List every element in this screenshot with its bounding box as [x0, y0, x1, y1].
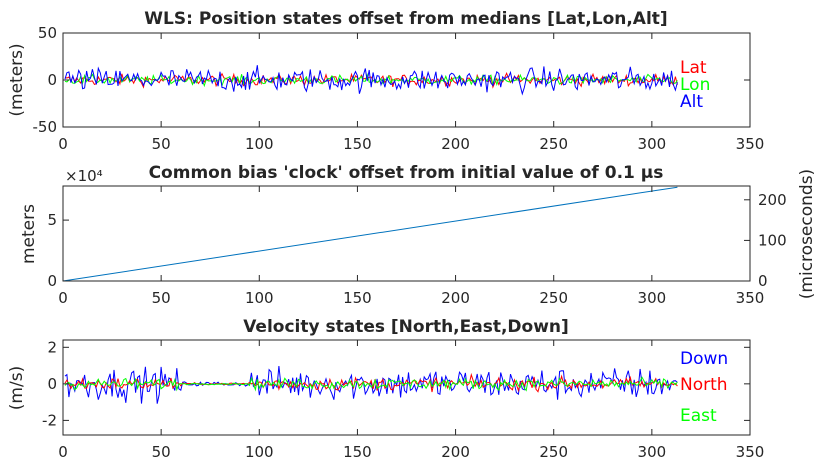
x-tick-label: 250	[539, 443, 568, 461]
position-title: WLS: Position states offset from medians…	[144, 9, 667, 29]
series-line-north	[64, 372, 678, 393]
x-tick-label: 350	[736, 135, 765, 153]
y-tick-label: -2	[42, 411, 57, 429]
series-line-east	[64, 376, 678, 392]
x-tick-label: 350	[736, 443, 765, 461]
clock-title: Common bias 'clock' offset from initial …	[149, 163, 664, 183]
y-tick-label: 5	[47, 211, 57, 229]
x-tick-label: 200	[441, 443, 470, 461]
x-tick-label: 300	[638, 443, 667, 461]
clock-ylabel-right: (microseconds)	[797, 169, 817, 299]
clock-panel: Common bias 'clock' offset from initial …	[19, 163, 817, 307]
velocity-axes-box	[62, 339, 751, 436]
x-tick-label: 0	[58, 443, 68, 461]
x-tick-label: 150	[343, 135, 372, 153]
x-tick-label: 50	[152, 289, 171, 307]
series-line-clock	[62, 186, 678, 282]
y-tick-label: 0	[47, 375, 57, 393]
x-tick-label: 300	[638, 135, 667, 153]
y-tick-label: -50	[33, 118, 58, 136]
x-tick-label: 50	[152, 135, 171, 153]
clock-ylabel: meters	[19, 204, 39, 264]
clock-y-exponent: ×10⁴	[65, 167, 103, 185]
position-ylabel: (meters)	[7, 43, 27, 116]
legend-north: North	[680, 375, 728, 395]
x-tick-label: 200	[441, 135, 470, 153]
velocity-series	[64, 366, 678, 404]
right-y-tick-label: 200	[758, 191, 787, 209]
y-tick-label: 0	[47, 71, 57, 89]
x-tick-label: 250	[539, 289, 568, 307]
x-tick-label: 0	[58, 135, 68, 153]
legend-lon: Lon	[680, 75, 710, 95]
position-panel: WLS: Position states offset from medians…	[7, 9, 764, 153]
x-tick-label: 100	[245, 443, 274, 461]
x-tick-label: 100	[245, 289, 274, 307]
position-series	[64, 65, 678, 96]
clock-axes-box	[62, 185, 751, 282]
right-y-tick-label: 100	[758, 231, 787, 249]
x-tick-label: 250	[539, 135, 568, 153]
x-tick-label: 100	[245, 135, 274, 153]
y-tick-label: 50	[38, 24, 57, 42]
velocity-ylabel: (m/s)	[7, 366, 27, 410]
legend-alt: Alt	[680, 92, 703, 112]
right-y-tick-label: 0	[758, 272, 768, 290]
legend-down: Down	[680, 349, 728, 369]
x-tick-label: 300	[638, 289, 667, 307]
legend-east: East	[680, 406, 717, 426]
x-tick-label: 0	[58, 289, 68, 307]
velocity-title: Velocity states [North,East,Down]	[243, 317, 569, 337]
x-tick-label: 150	[343, 443, 372, 461]
clock-series	[62, 186, 678, 282]
legend-lat: Lat	[680, 58, 707, 78]
velocity-ticks: 0 50 100 150 200 250 300 350-202	[42, 338, 764, 461]
velocity-panel: Velocity states [North,East,Down] 0 50 100…	[7, 317, 764, 461]
x-tick-label: 200	[441, 289, 470, 307]
y-tick-label: 0	[47, 272, 57, 290]
x-tick-label: 350	[736, 289, 765, 307]
y-tick-label: 2	[47, 338, 57, 356]
x-tick-label: 50	[152, 443, 171, 461]
x-tick-label: 150	[343, 289, 372, 307]
series-line-alt	[64, 65, 678, 96]
